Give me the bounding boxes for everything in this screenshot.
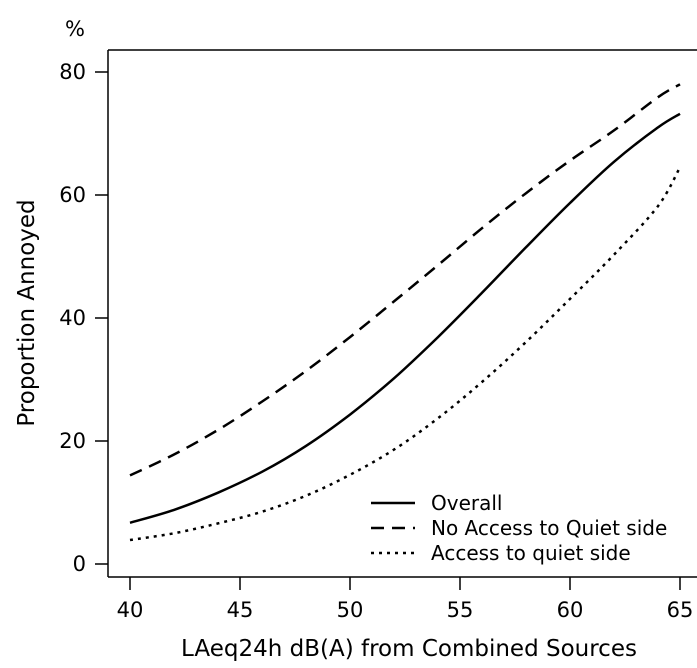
series-lines xyxy=(129,83,682,542)
y-axis-ticks: 0 20 40 60 80 xyxy=(59,60,108,576)
x-axis-ticks: 40 45 50 55 60 65 xyxy=(117,577,694,622)
legend-label-no-access: No Access to Quiet side xyxy=(431,516,667,540)
legend-label-overall: Overall xyxy=(431,491,502,515)
x-tick-label: 65 xyxy=(667,598,694,622)
y-tick-label: 40 xyxy=(59,306,86,330)
y-tick-label: 80 xyxy=(59,60,86,84)
y-axis-unit: % xyxy=(65,17,85,41)
x-tick-label: 45 xyxy=(227,598,254,622)
plot-area-frame xyxy=(107,49,697,578)
x-tick-label: 55 xyxy=(447,598,474,622)
chart-legend: Overall No Access to Quiet side Access t… xyxy=(371,491,667,565)
y-tick-label: 20 xyxy=(59,429,86,453)
x-tick-label: 40 xyxy=(117,598,144,622)
series-line-access-to-quiet-side xyxy=(129,166,682,542)
series-line-overall xyxy=(129,112,681,524)
y-tick-label: 60 xyxy=(59,183,86,207)
legend-label-access: Access to quiet side xyxy=(431,541,631,565)
y-axis-label: Proportion Annoyed xyxy=(14,199,40,426)
x-tick-label: 60 xyxy=(557,598,584,622)
x-axis-label: LAeq24h dB(A) from Combined Sources xyxy=(181,636,637,662)
x-tick-label: 50 xyxy=(337,598,364,622)
series-line-no-access-to-quiet-side xyxy=(129,83,681,477)
y-tick-label: 0 xyxy=(73,552,86,576)
